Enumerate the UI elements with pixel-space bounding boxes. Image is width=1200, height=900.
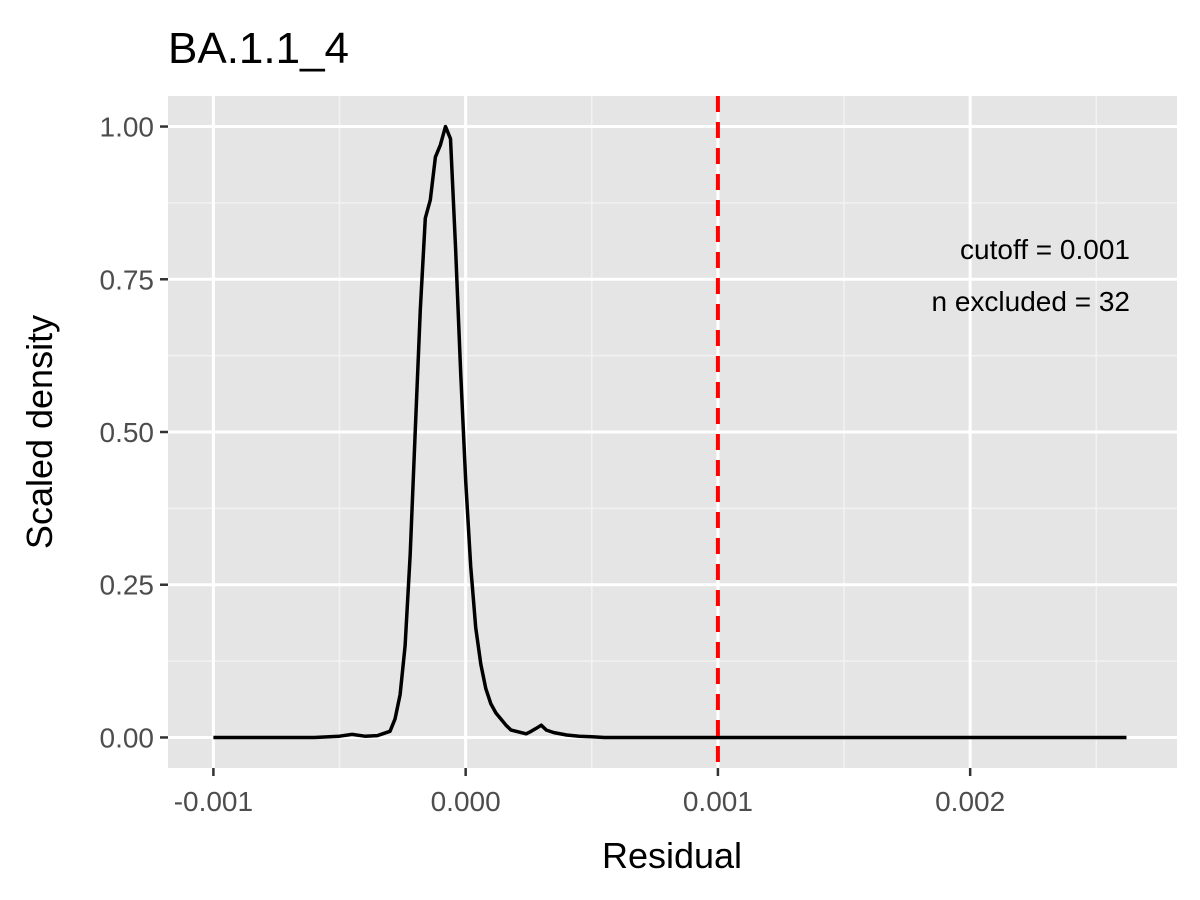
- series-layer: [213, 124, 1127, 740]
- annotation-cutoff: cutoff = 0.001: [960, 234, 1130, 265]
- annotation-excluded: n excluded = 32: [932, 286, 1131, 317]
- x-tick-label: 0.000: [431, 786, 501, 817]
- y-tick-label: 0.75: [100, 264, 155, 295]
- chart-title: BA.1.1_4: [168, 24, 349, 73]
- y-axis-title: Scaled density: [19, 315, 60, 549]
- x-tick-label: 0.002: [935, 786, 1005, 817]
- density-line: [213, 124, 1127, 740]
- x-tick-label: -0.001: [174, 786, 253, 817]
- y-tick-label: 0.00: [100, 722, 155, 753]
- y-tick-label: 1.00: [100, 112, 155, 143]
- y-tick-label: 0.25: [100, 570, 155, 601]
- x-tick-label: 0.001: [683, 786, 753, 817]
- axis-ticks: -0.001 0.000 0.001 0.002 0.00 0.25 0.50 0.75 1.0…: [100, 112, 1006, 817]
- y-tick-label: 0.50: [100, 417, 155, 448]
- x-axis-title: Residual: [602, 835, 742, 876]
